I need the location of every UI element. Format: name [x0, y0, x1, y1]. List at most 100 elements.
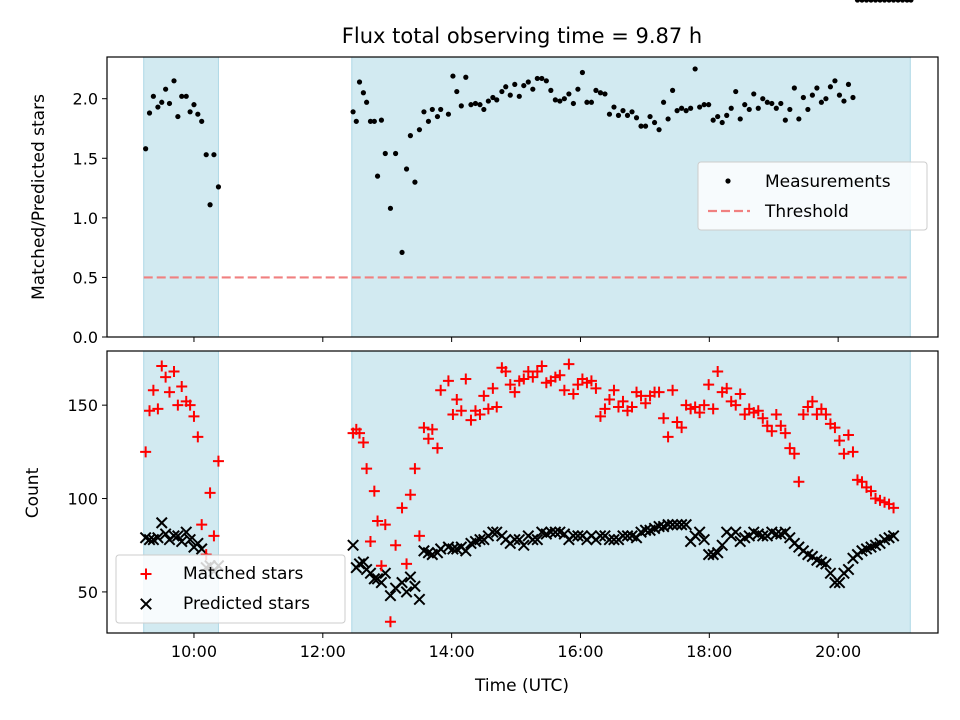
matched-star-marker: [204, 487, 216, 499]
measurement-point: [425, 118, 432, 124]
predicted-star-marker: [508, 533, 521, 546]
matched-star-marker: [447, 408, 459, 420]
shaded-interval: [351, 350, 911, 634]
matched-star-marker: [793, 476, 805, 488]
measurement-point: [534, 75, 540, 82]
matched-star-marker: [775, 420, 787, 432]
measurement-point: [899, 0, 906, 3]
matched-star-marker: [184, 399, 196, 411]
measurement-point: [791, 85, 797, 91]
matched-star-marker: [847, 446, 859, 458]
measurement-point: [575, 86, 581, 92]
measurement-point: [746, 106, 752, 113]
measurement-point: [438, 106, 444, 113]
predicted-star-marker: [887, 529, 900, 542]
matched-star-marker: [536, 360, 548, 372]
measurement-point: [620, 108, 626, 114]
matched-star-marker: [188, 410, 200, 422]
measurement-point: [552, 97, 558, 103]
matched-star-marker: [196, 519, 208, 531]
predicted-star-marker: [702, 548, 715, 561]
measurement-point: [588, 99, 595, 105]
predicted-star-marker: [409, 580, 421, 593]
matched-star-marker: [603, 394, 615, 406]
matched-star-marker: [838, 448, 850, 460]
matched-stars-points: [140, 358, 900, 628]
matched-star-marker: [384, 616, 396, 628]
matched-star-marker: [626, 401, 638, 413]
matched-star-marker: [172, 399, 184, 411]
predicted-star-marker: [567, 529, 580, 542]
measurement-point: [378, 117, 385, 123]
predicted-star-marker: [571, 529, 584, 542]
matched-star-marker: [504, 379, 516, 391]
matched-star-marker: [770, 408, 782, 420]
measurement-point: [764, 99, 770, 105]
measurement-point: [371, 118, 377, 124]
predicted-star-marker: [675, 518, 688, 531]
matched-star-marker: [563, 358, 575, 370]
measurement-point: [868, 0, 874, 3]
measurement-point: [665, 116, 671, 122]
measurement-point: [611, 104, 617, 110]
predicted-star-marker: [490, 526, 503, 539]
measurement-point: [387, 205, 394, 211]
y-tick-label: 0.5: [73, 268, 98, 287]
matched-star-marker: [147, 384, 159, 396]
measurement-point: [421, 109, 427, 115]
matched-star-marker: [567, 388, 579, 400]
measurement-point: [407, 133, 414, 139]
measurement-point: [593, 87, 599, 93]
measurement-point: [863, 0, 870, 3]
bottom-y-ticks: 50 100 150: [67, 396, 107, 602]
matched-star-marker: [156, 360, 168, 372]
predicted-star-marker: [151, 531, 164, 544]
measurement-point: [760, 96, 766, 102]
measurement-point: [191, 102, 197, 108]
predicted-star-marker: [184, 533, 197, 546]
measurement-point: [507, 92, 513, 98]
matched-star-marker: [667, 384, 679, 396]
measurement-point: [463, 74, 469, 80]
predicted-star-marker: [680, 518, 693, 531]
matched-star-marker: [518, 373, 530, 385]
measurement-point: [353, 118, 359, 124]
matched-star-marker: [372, 515, 384, 527]
measurement-point: [715, 113, 721, 120]
measurement-point: [904, 0, 910, 3]
predicted-star-marker: [662, 518, 674, 531]
measurement-point: [516, 93, 522, 99]
measurement-point: [809, 92, 815, 98]
matched-star-marker: [442, 375, 454, 387]
matched-star-marker: [368, 485, 380, 497]
measurement-point: [150, 93, 156, 99]
measurement-point: [827, 84, 834, 90]
measurement-point: [669, 87, 676, 93]
matched-star-marker: [662, 431, 674, 443]
measurement-point: [566, 91, 572, 97]
predicted-star-marker: [833, 576, 846, 589]
measurement-point: [800, 94, 806, 101]
legend-measurement-marker: [725, 178, 731, 184]
measurement-point: [445, 111, 452, 117]
measurement-point: [615, 112, 622, 118]
measurement-point: [886, 0, 892, 3]
measurement-point: [787, 106, 793, 113]
matched-star-marker: [431, 442, 443, 454]
predicted-star-marker: [474, 533, 486, 546]
matched-star-marker: [460, 373, 472, 385]
measurement-point: [166, 100, 173, 107]
legend-matched-marker: [140, 568, 152, 580]
predicted-star-marker: [729, 526, 742, 539]
measurement-point: [877, 0, 883, 3]
measurement-point: [782, 117, 788, 123]
measurement-point: [159, 99, 165, 105]
legend-box: [115, 554, 346, 624]
matched-star-marker: [527, 371, 539, 383]
measurement-point: [881, 0, 888, 3]
matched-star-marker: [640, 397, 652, 409]
measurement-point: [490, 94, 496, 101]
measurement-point: [832, 78, 838, 84]
matched-star-marker: [779, 427, 791, 439]
